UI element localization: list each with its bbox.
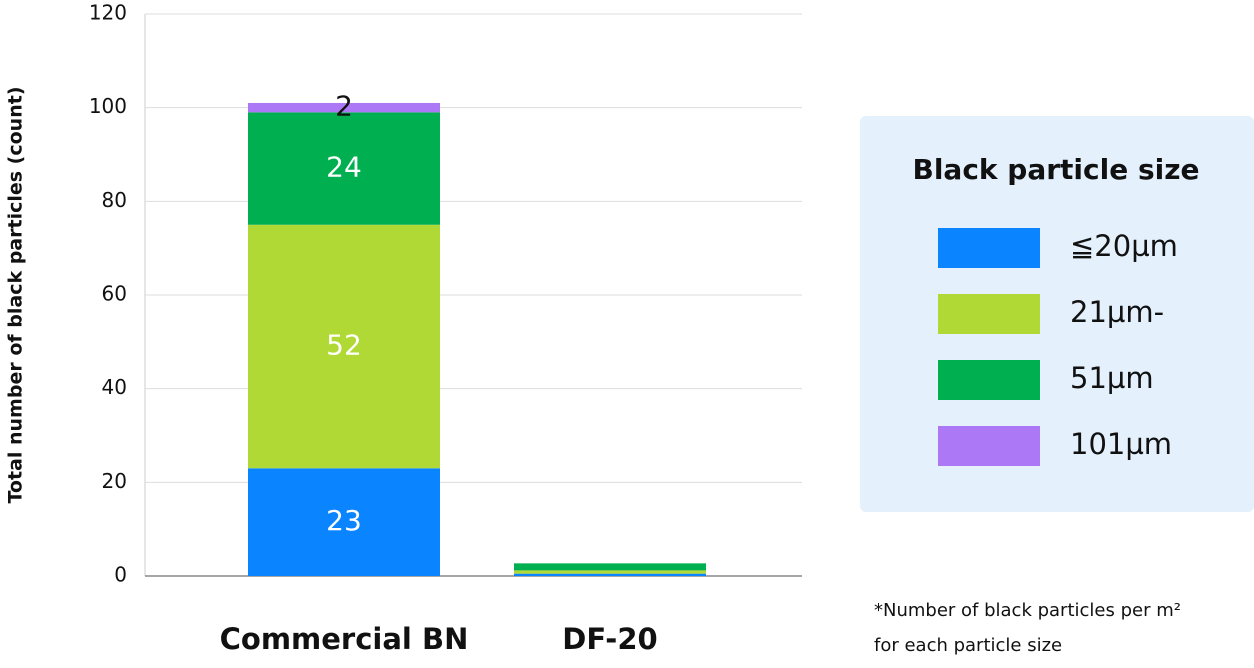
data-label: 23	[326, 504, 362, 537]
bar-segment	[248, 468, 440, 576]
footnote: *Number of black particles per m²	[874, 600, 1181, 621]
legend-swatch	[938, 426, 1040, 466]
bar-segment	[248, 224, 440, 469]
legend-label: ≦20µm	[1070, 229, 1178, 263]
data-label: 52	[326, 329, 362, 362]
y-tick-label: 60	[102, 282, 127, 306]
legend-swatch	[938, 360, 1040, 400]
y-tick-label: 100	[89, 94, 127, 118]
legend-swatch	[938, 228, 1040, 268]
legend-label: 51µm	[1070, 361, 1154, 395]
footnote: for each particle size	[874, 635, 1062, 656]
legend-title: Black particle size	[912, 153, 1199, 186]
y-axis-label: Total number of black particles (count)	[5, 86, 27, 503]
y-tick-label: 40	[102, 375, 127, 399]
x-tick-label: Commercial BN	[220, 622, 469, 656]
bar-segment	[248, 112, 440, 225]
bar-segment	[248, 102, 440, 113]
x-tick-label: DF-20	[562, 622, 657, 656]
legend-box	[860, 116, 1254, 512]
bar-segment	[514, 563, 706, 571]
bar-segment	[514, 573, 706, 576]
data-label: 2	[335, 90, 353, 123]
legend-label: 101µm	[1070, 427, 1172, 461]
y-tick-label: 120	[89, 1, 127, 25]
legend-label: 21µm-	[1070, 295, 1164, 329]
legend-swatch	[938, 294, 1040, 334]
data-label: 24	[326, 151, 362, 184]
bar-segment	[514, 570, 706, 574]
y-tick-label: 0	[114, 563, 127, 587]
y-tick-label: 80	[102, 188, 127, 212]
y-tick-label: 20	[102, 469, 127, 493]
